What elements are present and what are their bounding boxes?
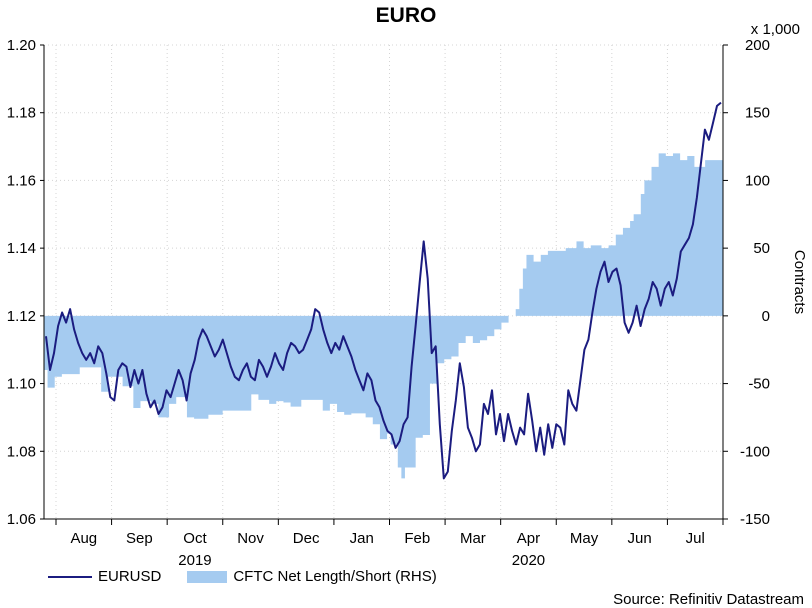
cftc-area (44, 99, 723, 479)
legend-item-cftc: CFTC Net Length/Short (RHS) (187, 568, 437, 585)
chart-title: EURO (375, 4, 437, 27)
x-tick-label-jul: Jul (686, 530, 705, 547)
eurusd-line-layer (45, 101, 722, 480)
left-axis-ticks: 1.06 1.08 1.10 1.12 1.14 1.16 1.18 1.20 (7, 37, 44, 528)
x-axis-ticks: Aug Sep Oct Nov Dec Jan Feb Mar Apr May Jun Jul 2019… (55, 519, 724, 569)
eurusd-line (45, 101, 722, 480)
x-tick-label-oct: Oct (183, 530, 207, 547)
x-tick-label-jun: Jun (628, 530, 652, 547)
right-tick-label: -100 (740, 443, 770, 460)
legend-item-eurusd: EURUSD (48, 568, 161, 585)
legend-line-swatch (48, 575, 92, 578)
x-tick-label-jan: Jan (350, 530, 374, 547)
right-tick-label: 150 (745, 105, 770, 122)
x-tick-label-dec: Dec (293, 530, 320, 547)
left-tick-label: 1.06 (7, 511, 36, 528)
right-axis-ticks: -150 -100 -50 0 50 100 150 200 Contracts (723, 37, 808, 528)
x-year-label-2020: 2020 (512, 552, 545, 569)
source-note: Source: Refinitiv Datastream (613, 591, 804, 608)
left-tick-label: 1.16 (7, 172, 36, 189)
right-tick-label: 200 (745, 37, 770, 54)
x-tick-label-apr: Apr (517, 530, 540, 547)
left-tick-label: 1.18 (7, 105, 36, 122)
right-tick-label: -150 (740, 511, 770, 528)
x-tick-label-aug: Aug (70, 530, 97, 547)
left-tick-label: 1.12 (7, 308, 36, 325)
x-year-label-2019: 2019 (178, 552, 211, 569)
legend-label-eurusd: EURUSD (98, 568, 162, 585)
legend-area-swatch (187, 570, 228, 583)
x-tick-label-sep: Sep (126, 530, 153, 547)
axes (43, 45, 724, 520)
left-tick-label: 1.10 (7, 376, 36, 393)
legend: EURUSD CFTC Net Length/Short (RHS) (48, 568, 437, 585)
legend-label-cftc: CFTC Net Length/Short (RHS) (233, 568, 437, 585)
x-tick-label-may: May (570, 530, 599, 547)
x-tick-label-nov: Nov (237, 530, 264, 547)
right-tick-label: 50 (753, 240, 770, 257)
cftc-area-layer (44, 99, 723, 479)
right-axis-label: Contracts (791, 250, 808, 314)
x-tick-label-feb: Feb (404, 530, 430, 547)
right-tick-label: 0 (762, 308, 770, 325)
left-tick-label: 1.08 (7, 443, 36, 460)
right-tick-label: -50 (748, 376, 770, 393)
right-axis-multiplier: x 1,000 (750, 21, 800, 38)
left-tick-label: 1.14 (7, 240, 36, 257)
x-tick-label-mar: Mar (460, 530, 486, 547)
left-tick-label: 1.20 (7, 37, 36, 54)
right-tick-label: 100 (745, 172, 770, 189)
